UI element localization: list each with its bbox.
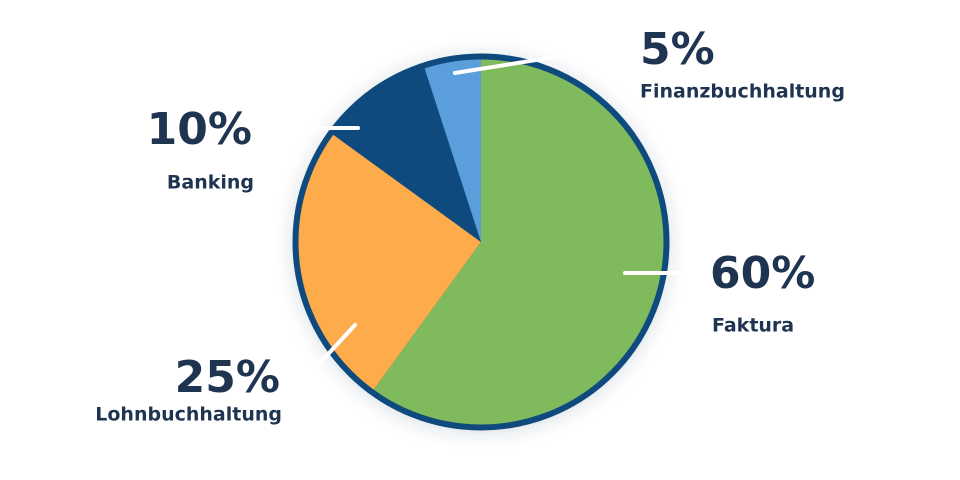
pie-slice: [424, 58, 481, 242]
pie-slice: [372, 58, 665, 427]
pie-slice: [297, 133, 481, 391]
pie-slice: [332, 67, 481, 242]
category-label: Faktura: [712, 315, 794, 337]
value-label: 5%: [640, 24, 715, 75]
pie-border: [292, 53, 670, 431]
value-label: 10%: [147, 104, 252, 155]
category-label: Finanzbuchhaltung: [640, 81, 845, 103]
value-label: 60%: [710, 248, 815, 299]
value-label: 25%: [175, 352, 280, 403]
category-label: Lohnbuchhaltung: [95, 404, 282, 426]
labels: 60% Faktura 25%Lohnbuchhaltung 10% Banking 5%…: [95, 24, 845, 426]
category-label: Banking: [167, 172, 254, 194]
pie: [292, 53, 670, 431]
leader-line: [453, 51, 582, 75]
leader-line: [316, 323, 357, 367]
